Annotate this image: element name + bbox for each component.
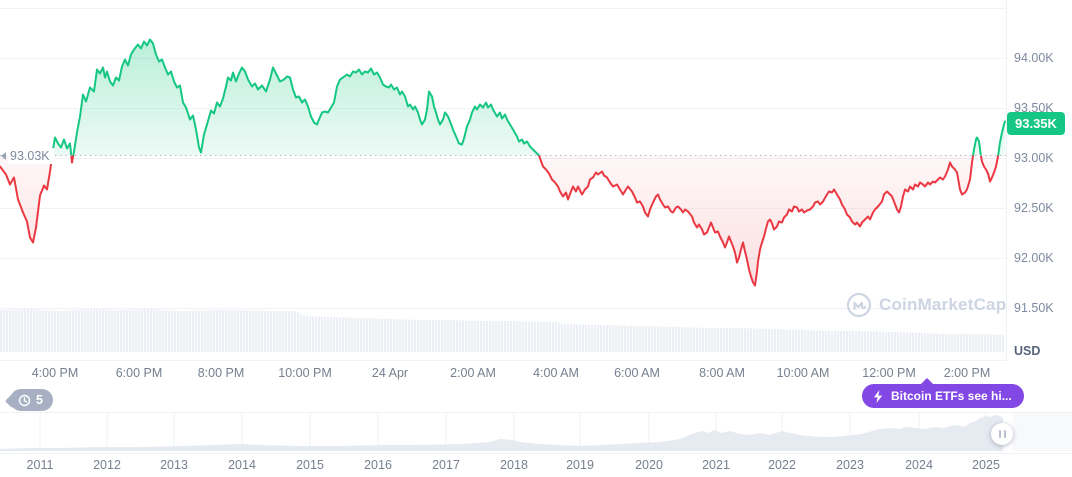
- timeline-minichart: [0, 413, 1072, 451]
- year-tick-label: 2021: [702, 458, 730, 472]
- price-series: [0, 38, 1006, 287]
- price-line-red: [0, 155, 1000, 287]
- timeline-unselected-region: [1013, 413, 1072, 451]
- baseline-price-label: 93.03K: [8, 147, 54, 164]
- time-tick-label: 12:00 PM: [862, 366, 916, 380]
- time-tick-label: 8:00 PM: [197, 366, 245, 380]
- price-axis: USD 93.35K 94.00K 93.50K 93.00K 92.50K 92.00…: [1007, 0, 1072, 360]
- baseline-price-tag: 93.03K: [1, 147, 54, 164]
- year-tick-label: 2025: [972, 458, 1000, 472]
- coinmarketcap-watermark: CoinMarketCap: [846, 292, 1006, 318]
- year-tick-label: 2015: [296, 458, 324, 472]
- year-tick-label: 2020: [635, 458, 663, 472]
- time-tick-label: 4:00 PM: [31, 366, 79, 380]
- time-axis: 4:00 PM 6:00 PM 8:00 PM 10:00 PM 24 Apr 2:00 …: [0, 360, 1007, 385]
- year-tick-label: 2014: [228, 458, 256, 472]
- volume-area: [0, 309, 1005, 352]
- year-axis: 2011 2012 2013 2014 2015 2016 2017 2018 2019 2020…: [0, 452, 1072, 477]
- year-tick-label: 2012: [93, 458, 121, 472]
- time-tick-label: 24 Apr: [371, 366, 409, 380]
- price-area-above-baseline: [0, 39, 1005, 156]
- news-badge-label: Bitcoin ETFs see hi...: [891, 389, 1012, 403]
- year-tick-label: 2022: [768, 458, 796, 472]
- volume-bars: [0, 309, 1005, 352]
- price-chart-plot-area[interactable]: 93.03K CoinMarketCap: [0, 0, 1007, 360]
- price-line-green: [51, 38, 1006, 156]
- timeline-scrubber[interactable]: [0, 412, 1072, 454]
- year-tick-label: 2023: [836, 458, 864, 472]
- price-area-below-baseline: [0, 155, 1005, 286]
- history-count: 5: [36, 393, 43, 407]
- currency-unit-label: USD: [1014, 344, 1041, 358]
- time-tick-label: 6:00 AM: [614, 366, 660, 380]
- time-tick-label: 10:00 PM: [278, 366, 332, 380]
- time-tick-label: 6:00 PM: [115, 366, 163, 380]
- time-tick-label: 4:00 AM: [533, 366, 579, 380]
- time-tick-label: 2:00 AM: [450, 366, 496, 380]
- price-tick-label: 94.00K: [1014, 50, 1054, 65]
- history-badge[interactable]: 5: [10, 389, 53, 411]
- coinmarketcap-logo-icon: [846, 292, 872, 318]
- year-tick-label: 2024: [905, 458, 933, 472]
- time-tick-label: 10:00 AM: [776, 366, 830, 380]
- price-tick-label: 93.50K: [1014, 100, 1054, 115]
- year-tick-label: 2017: [432, 458, 460, 472]
- history-clock-icon: [18, 394, 31, 406]
- time-tick-label: 2:00 PM: [943, 366, 991, 380]
- year-tick-label: 2019: [566, 458, 594, 472]
- baseline-arrow-icon: [1, 151, 6, 160]
- price-tick-label: 92.00K: [1014, 250, 1054, 265]
- current-price-badge: 93.35K: [1007, 112, 1065, 135]
- news-badge[interactable]: Bitcoin ETFs see hi...: [862, 378, 1024, 408]
- year-tick-label: 2018: [500, 458, 528, 472]
- timeline-history-area: [0, 415, 1003, 451]
- lightning-icon: [873, 389, 883, 403]
- time-tick-label: 8:00 AM: [699, 366, 745, 380]
- timeline-handle[interactable]: [991, 423, 1013, 445]
- year-tick-label: 2011: [26, 458, 54, 472]
- price-tick-label: 93.00K: [1014, 150, 1054, 165]
- price-chart-svg[interactable]: [0, 0, 1007, 360]
- year-tick-label: 2013: [160, 458, 188, 472]
- watermark-text: CoinMarketCap: [879, 295, 1007, 314]
- year-tick-label: 2016: [364, 458, 392, 472]
- price-tick-label: 91.50K: [1014, 300, 1054, 315]
- price-tick-label: 92.50K: [1014, 200, 1054, 215]
